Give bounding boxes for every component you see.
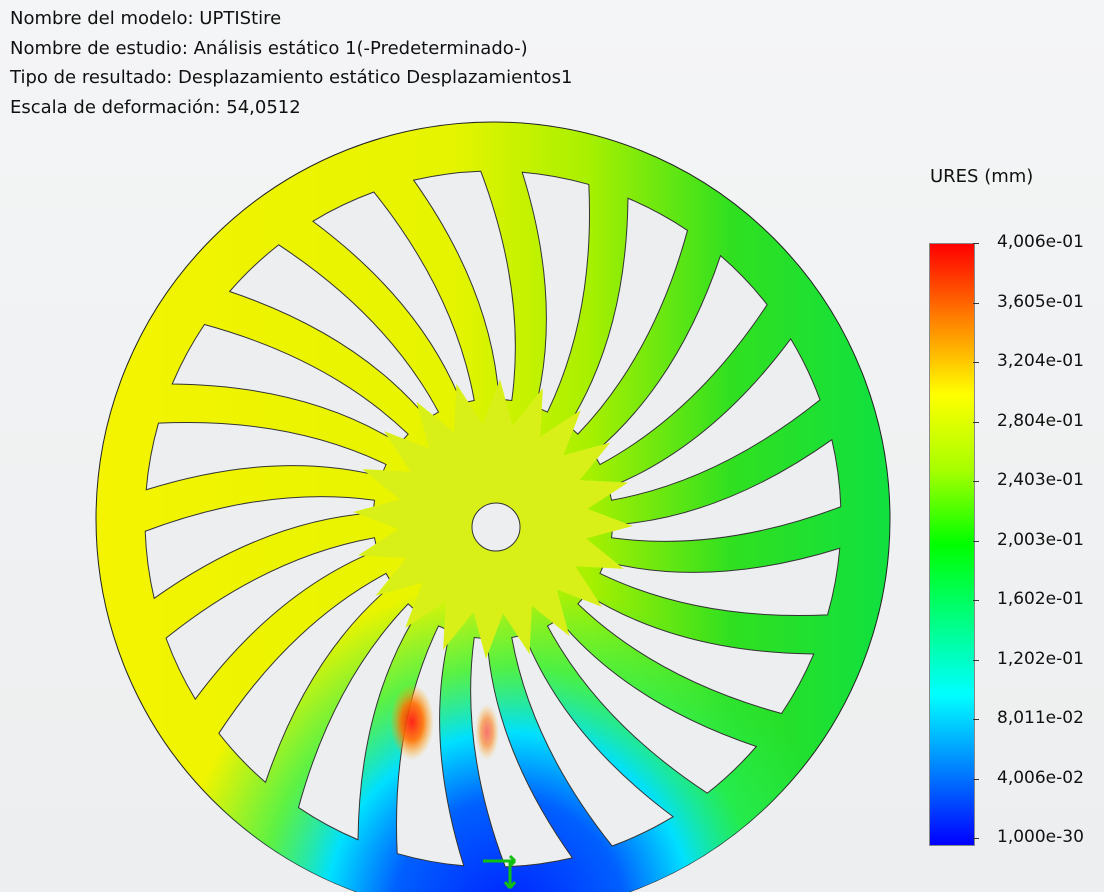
- legend-tick: [973, 540, 979, 542]
- legend-title: URES (mm): [930, 166, 1034, 187]
- legend-label: 3,204e-01: [997, 351, 1084, 371]
- legend-tick: [973, 719, 979, 720]
- axle-hole: [471, 502, 521, 552]
- legend-label: 3,605e-01: [997, 291, 1084, 312]
- spoke-gap: [567, 197, 689, 435]
- legend-tick: [973, 600, 979, 601]
- legend-color-bar: [929, 243, 975, 846]
- deformation-scale: Escala de deformación: 54,0512: [10, 96, 301, 118]
- max-displacement-zone: [390, 684, 434, 760]
- legend-tick: [973, 362, 979, 363]
- spoke-gap: [171, 323, 409, 445]
- legend-tick: [973, 243, 979, 244]
- legend-tick: [973, 659, 979, 661]
- spoke-gap: [228, 244, 440, 420]
- fixture-arrow-icon: [483, 854, 517, 889]
- legend-tick: [973, 778, 979, 780]
- spoke-gap: [521, 171, 590, 413]
- model-name: Nombre del modelo: UPTIStire: [10, 8, 282, 29]
- secondary-displacement-zone: [475, 704, 499, 760]
- legend-label: 2,003e-01: [997, 529, 1084, 550]
- result-type: Tipo de resultado: Desplazamiento estáti…: [10, 67, 573, 88]
- legend-tick: [973, 838, 979, 839]
- spoke-gap: [144, 496, 376, 600]
- study-name: Nombre de estudio: Análisis estático 1(-…: [10, 37, 528, 59]
- spoke-gap: [511, 634, 675, 847]
- spoke-gap: [592, 254, 768, 466]
- legend-tick: [973, 302, 979, 304]
- spoke-gap: [610, 438, 842, 542]
- spoke-gap: [311, 191, 475, 404]
- spoke-gap: [546, 618, 758, 794]
- legend-tick: [973, 481, 979, 482]
- legend-label: 1,202e-01: [997, 648, 1084, 669]
- spoke-gap: [577, 593, 815, 715]
- spoke-gap: [145, 422, 387, 491]
- legend-label: 1,000e-30: [997, 827, 1084, 847]
- spoke-gap: [218, 572, 394, 784]
- legend-tick: [973, 421, 979, 423]
- legend-label: 2,804e-01: [997, 410, 1084, 431]
- legend-label: 1,602e-01: [997, 589, 1084, 609]
- legend-label: 8,011e-02: [997, 708, 1084, 728]
- result-info: Nombre del modelo: UPTIStire Nombre de e…: [10, 4, 572, 122]
- spoke-gap: [165, 537, 378, 701]
- legend-label: 2,403e-01: [997, 470, 1084, 490]
- spoke-gap: [608, 337, 821, 501]
- legend-label: 4,006e-01: [997, 232, 1084, 252]
- legend-label: 4,006e-02: [997, 767, 1084, 788]
- spoke-gap: [470, 636, 574, 868]
- spoke-gap: [412, 170, 516, 402]
- spoke-gap: [599, 547, 841, 616]
- spoke-gap: [297, 603, 419, 841]
